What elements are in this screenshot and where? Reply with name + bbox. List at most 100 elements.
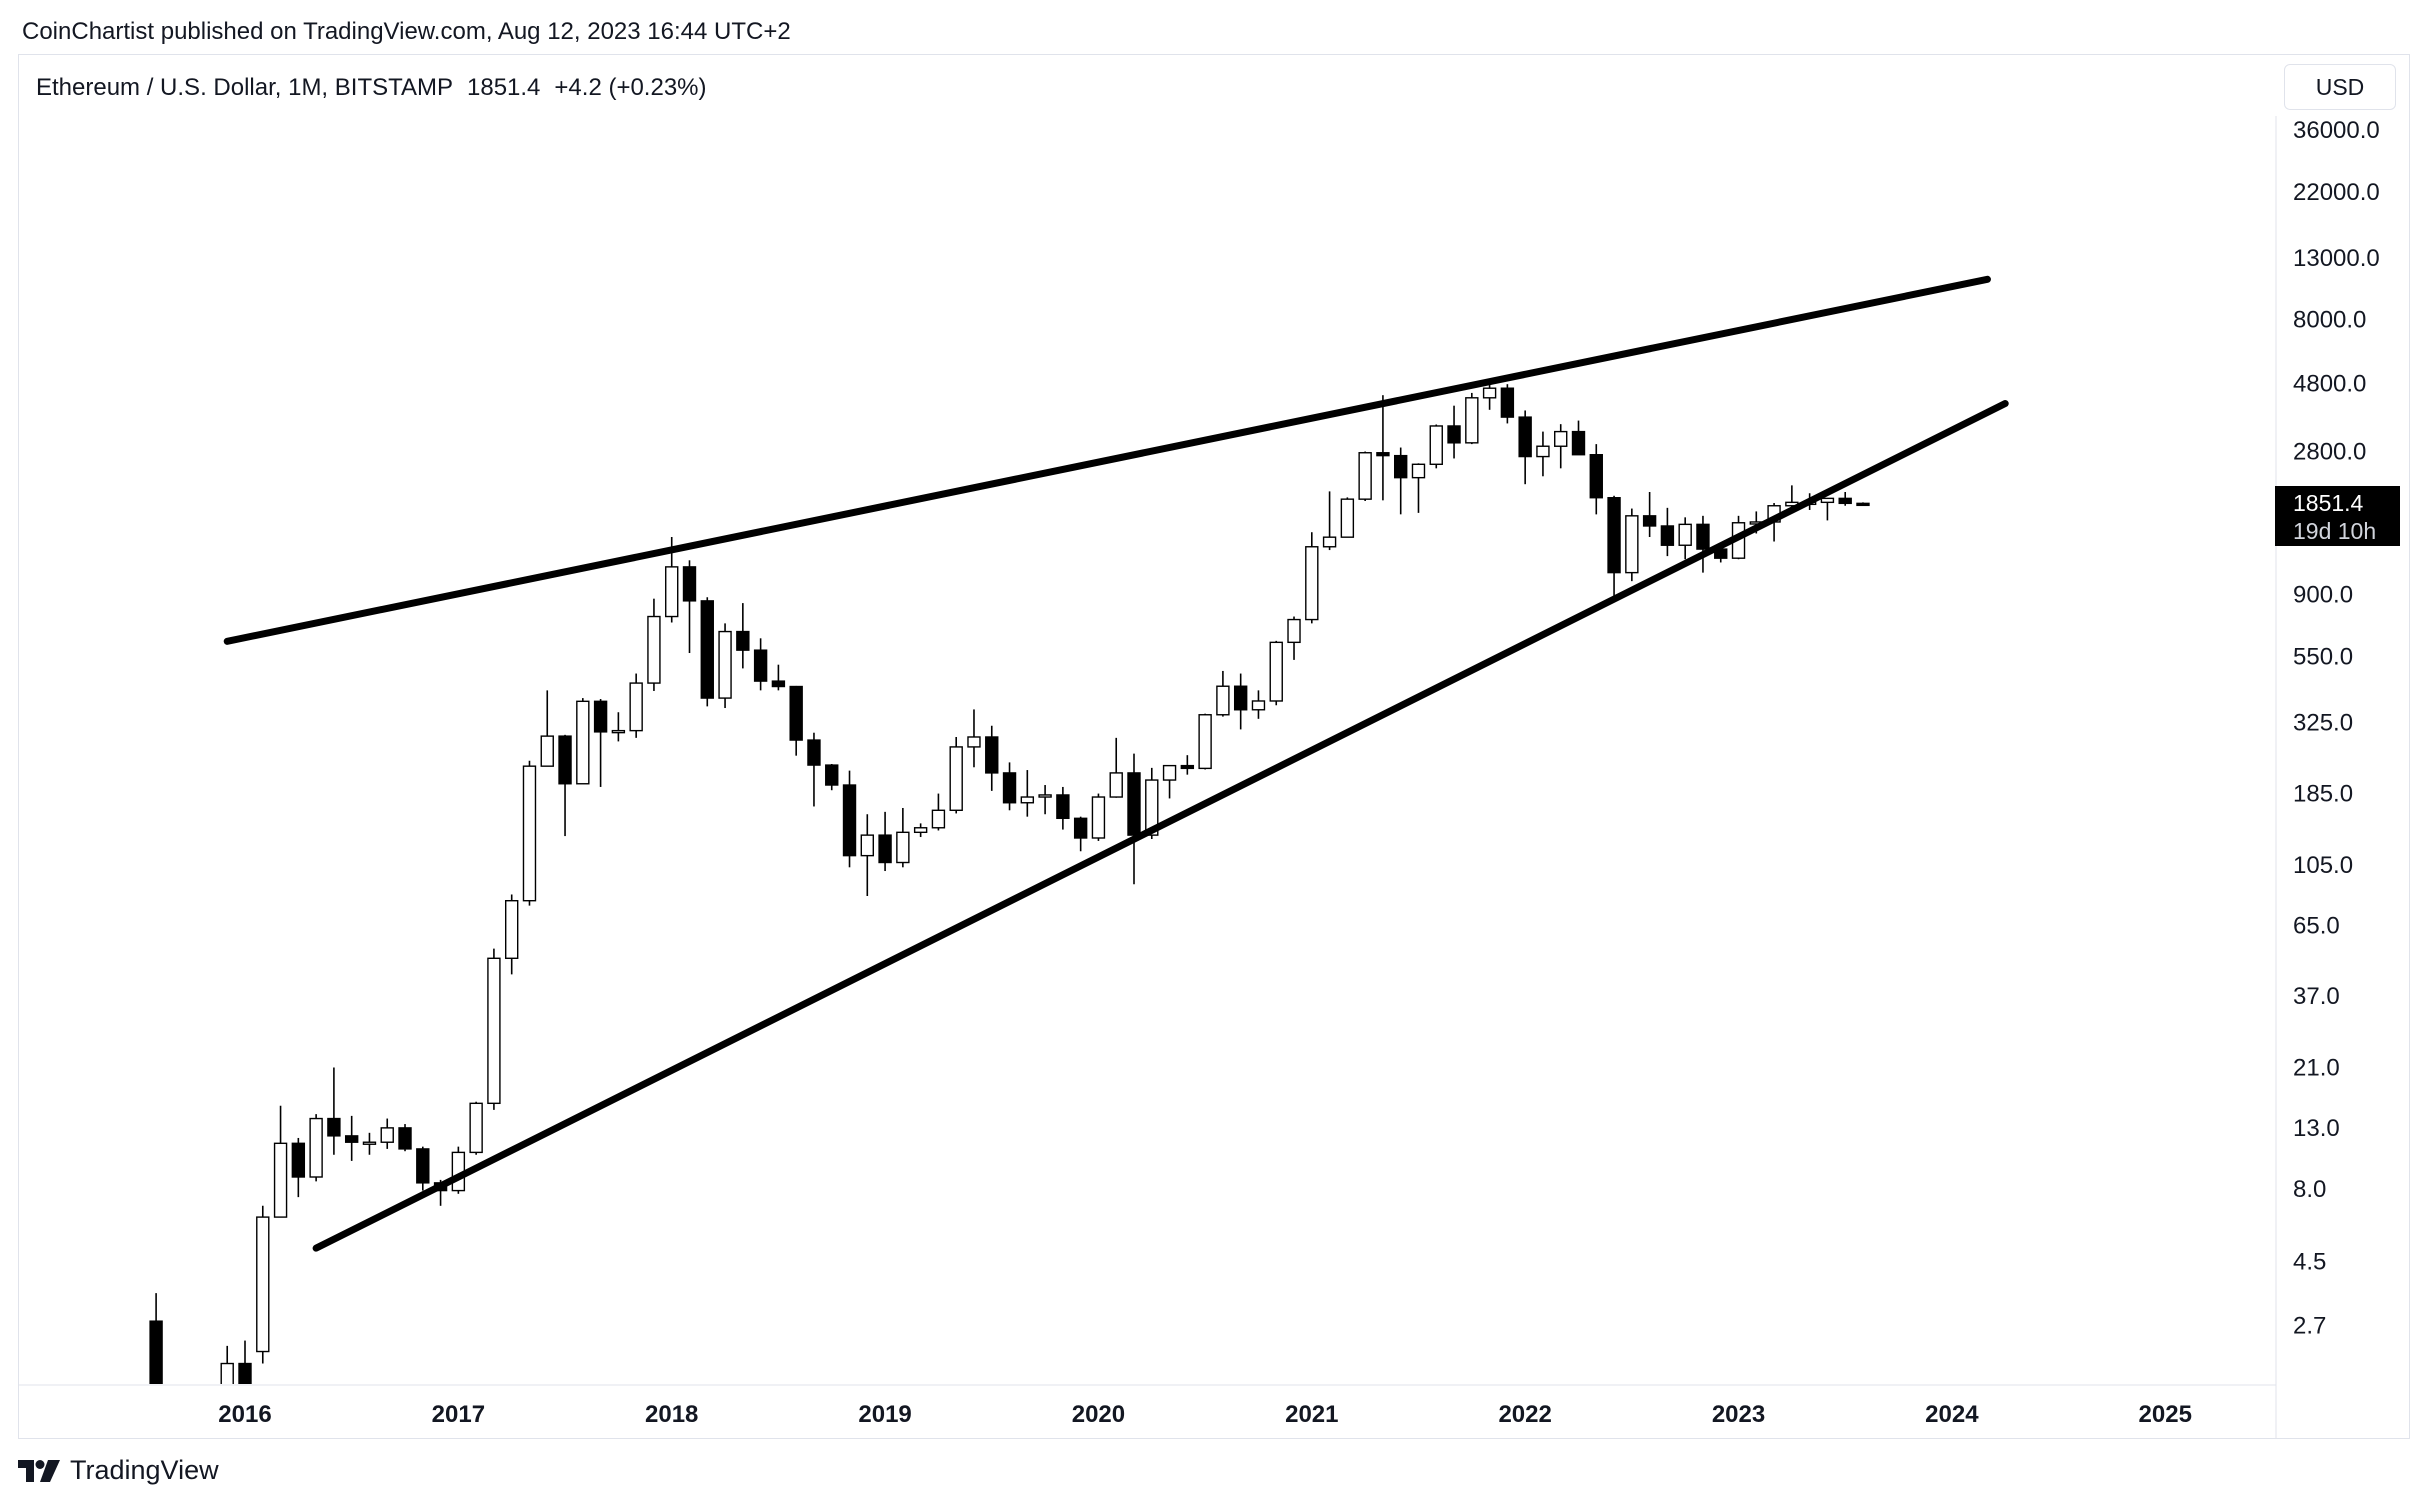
candle xyxy=(1376,395,1390,501)
last-price-tag: 1851.4 19d 10h xyxy=(2275,486,2400,546)
candle-body xyxy=(1589,454,1603,499)
candle-body xyxy=(416,1148,430,1184)
price-axis-label: 325.0 xyxy=(2293,710,2353,737)
candle xyxy=(1411,463,1426,513)
candle-body xyxy=(896,831,910,864)
time-axis-label: 2019 xyxy=(858,1401,911,1428)
candle-body xyxy=(1447,425,1461,444)
candle xyxy=(451,1146,466,1194)
candle-body xyxy=(1127,772,1141,836)
candle xyxy=(1162,764,1177,799)
candle-body xyxy=(629,682,643,732)
candle-body xyxy=(505,900,519,959)
price-axis: 36000.0 22000.0 13000.0 8000.0 4800.0 2800.0 9… xyxy=(2293,117,2380,1340)
candle xyxy=(1820,497,1835,521)
candle xyxy=(1287,616,1301,660)
price-axis-label: 2.7 xyxy=(2293,1313,2326,1340)
price-axis-label: 13000.0 xyxy=(2293,245,2380,272)
candle-body xyxy=(220,1362,234,1384)
candle-body xyxy=(1838,497,1852,505)
candle-body xyxy=(700,600,714,699)
tradingview-brand: TradingView xyxy=(70,1455,219,1485)
candle xyxy=(1073,816,1088,852)
candle xyxy=(736,603,750,669)
candle-body xyxy=(398,1127,412,1150)
candle-body xyxy=(344,1135,359,1143)
price-axis-label: 36000.0 xyxy=(2293,117,2380,144)
candle xyxy=(1305,532,1319,624)
trendline-lower[interactable] xyxy=(312,400,2009,1252)
candle xyxy=(1340,497,1355,538)
publisher-line: CoinChartist published on TradingView.co… xyxy=(22,18,791,45)
candle-body xyxy=(380,1127,394,1143)
candle xyxy=(1607,495,1621,598)
candle xyxy=(1554,424,1568,469)
candle xyxy=(1269,640,1283,706)
candle xyxy=(327,1067,341,1155)
candle xyxy=(1251,690,1266,719)
candle xyxy=(1518,410,1532,485)
candle xyxy=(487,948,501,1110)
candle xyxy=(1322,491,1337,551)
time-axis-label: 2018 xyxy=(645,1401,698,1428)
candle-body xyxy=(1518,416,1532,458)
candle-body xyxy=(309,1117,323,1178)
candle-body xyxy=(1660,525,1675,546)
candle xyxy=(967,709,981,768)
candle-body xyxy=(878,834,892,864)
candle xyxy=(629,673,643,738)
candle xyxy=(611,712,626,742)
time-axis-label: 2017 xyxy=(432,1401,485,1428)
candle xyxy=(1678,517,1692,560)
candle-body xyxy=(1536,445,1550,458)
candle xyxy=(1465,392,1479,445)
candle-body xyxy=(238,1362,252,1384)
price-tag-value: 1851.4 xyxy=(2293,490,2364,516)
last-price: 1851.4 xyxy=(467,74,541,101)
symbol-name[interactable]: Ethereum / U.S. Dollar, 1M, BITSTAMP xyxy=(36,74,453,101)
candle-body xyxy=(149,1320,163,1384)
chart-frame xyxy=(18,54,2410,1439)
price-tag-countdown: 19d 10h xyxy=(2293,518,2377,544)
candle-body xyxy=(807,739,821,766)
candle xyxy=(985,725,999,791)
time-axis-label: 2016 xyxy=(218,1401,271,1428)
candle xyxy=(291,1137,306,1198)
price-axis-label: 105.0 xyxy=(2293,852,2353,879)
candle-body xyxy=(1678,523,1692,546)
candle-body xyxy=(1376,452,1390,457)
candle xyxy=(949,736,963,814)
candle-body xyxy=(1198,714,1212,770)
candle-body xyxy=(1056,794,1070,820)
candle-body xyxy=(1500,387,1515,418)
candle-body xyxy=(362,1141,377,1145)
candle xyxy=(1447,405,1461,459)
trendline-upper[interactable] xyxy=(223,275,1991,645)
candle xyxy=(1696,515,1710,573)
candle xyxy=(1589,444,1603,515)
candle-body xyxy=(1109,772,1123,798)
candle xyxy=(1625,508,1639,582)
candle xyxy=(1500,384,1515,424)
candle xyxy=(344,1115,359,1161)
currency-button[interactable]: USD xyxy=(2284,64,2396,110)
candle xyxy=(1038,785,1052,815)
time-axis-label: 2020 xyxy=(1072,1401,1125,1428)
price-axis-label: 4800.0 xyxy=(2293,371,2366,398)
tradingview-logo[interactable]: TradingView xyxy=(18,1455,219,1486)
candle xyxy=(540,690,554,767)
candle xyxy=(913,823,928,838)
candle-body xyxy=(931,809,946,829)
candle-body xyxy=(1322,536,1337,548)
candle xyxy=(256,1205,270,1364)
candle-body xyxy=(682,566,697,602)
candle xyxy=(238,1340,252,1384)
time-axis-label: 2025 xyxy=(2139,1401,2192,1428)
price-axis-label: 4.5 xyxy=(2293,1248,2326,1275)
candle-body xyxy=(522,765,537,902)
candle xyxy=(1091,793,1106,841)
price-axis-label: 2800.0 xyxy=(2293,439,2366,466)
candle xyxy=(647,598,661,691)
candle-body xyxy=(1571,430,1586,456)
